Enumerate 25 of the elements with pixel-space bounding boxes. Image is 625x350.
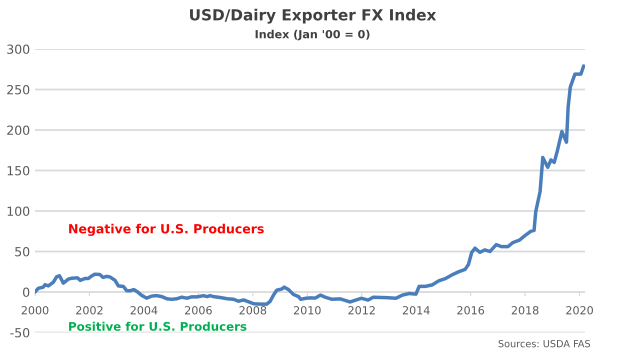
- y-tick-label: 300: [7, 44, 30, 54]
- y-tick-label: -50: [10, 328, 30, 338]
- y-tick-label: 0: [23, 287, 30, 297]
- x-tick-label: 2010: [294, 306, 321, 314]
- x-tick-label: 2002: [76, 306, 102, 314]
- annotation: Negative for U.S. Producers: [69, 224, 264, 236]
- line-series: [35, 64, 585, 306]
- x-tick-label: 2016: [457, 306, 484, 314]
- y-tick-label: 50: [15, 246, 30, 256]
- chart-title: USD/Dairy Exporter FX Index: [190, 8, 436, 24]
- y-tick-label: 200: [7, 125, 30, 135]
- x-tick-label: 2006: [185, 306, 212, 314]
- y-tick-label: 100: [8, 206, 30, 216]
- x-tick-label: 2008: [239, 306, 266, 314]
- x-tick-label: 2020: [566, 306, 593, 314]
- x-tick-label: 2012: [348, 306, 375, 314]
- y-tick-label: 150: [8, 166, 30, 176]
- chart-subtitle: Index (Jan '00 = 0): [256, 30, 370, 40]
- annotation: Positive for U.S. Producers: [69, 322, 246, 331]
- y-tick-label: 250: [7, 84, 30, 94]
- x-tick-label: 2018: [512, 306, 538, 314]
- x-tick-label: 2004: [130, 306, 158, 314]
- x-tick-label: 2000: [22, 306, 48, 314]
- source-note: Sources: USDA FAS: [498, 340, 590, 348]
- x-tick-label: 2014: [402, 306, 430, 314]
